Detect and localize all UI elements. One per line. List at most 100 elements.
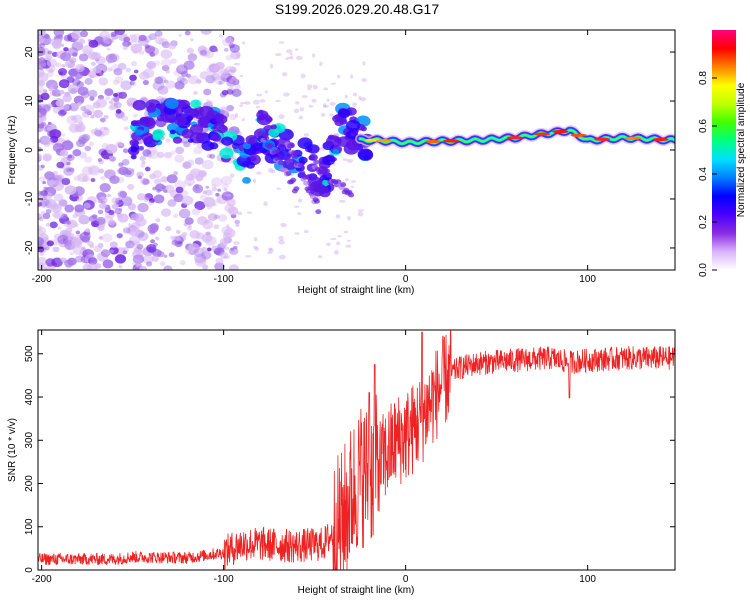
spectrogram-noise-blob (225, 36, 234, 45)
spectrogram-noise-blob (267, 167, 274, 173)
spectrogram-noise-blob (67, 62, 76, 69)
spectrogram-noise-blob (234, 219, 241, 225)
spectrogram-noise-blob (205, 236, 217, 246)
spectrogram-ridge-blob (201, 133, 208, 138)
spectrogram-ridge-blob (210, 134, 218, 141)
spectrogram-ridge-blob (297, 162, 304, 168)
spectrogram-noise-blob (219, 106, 230, 115)
spectrogram-ridge-blob (322, 155, 336, 166)
spectrogram-noise-blob (100, 176, 106, 181)
spectrogram-noise-blob (99, 117, 106, 123)
colorbar-tick-label: 0.8 (698, 71, 709, 85)
spectrogram-noise-blob (136, 193, 146, 201)
spectrogram-noise-blob (38, 176, 46, 182)
spectrogram-noise-blob (311, 98, 317, 103)
spectrogram-noise-blob (343, 230, 349, 234)
spectrogram-noise-blob (303, 133, 310, 137)
spectrogram-noise-blob (112, 92, 118, 98)
spectrogram-noise-blob (113, 101, 122, 109)
spectrogram-noise-blob (165, 80, 176, 89)
spectrogram-noise-blob (130, 61, 138, 67)
spectrogram-noise-blob (169, 235, 175, 240)
spectrogram-noise-blob (62, 104, 70, 110)
spectrogram-noise-blob (191, 208, 201, 216)
spectrogram-noise-blob (151, 255, 159, 262)
spectrogram-noise-blob (228, 264, 239, 270)
spectrogram-noise-blob (38, 85, 45, 93)
spectrogram-ridge-blob (174, 115, 188, 126)
spectrogram-noise-blob (208, 63, 218, 71)
spectrogram-noise-blob (69, 167, 75, 172)
spectrogram-noise-blob (319, 61, 323, 67)
spectrogram-hotspot (625, 136, 642, 140)
spectrogram-noise-blob (267, 251, 272, 255)
spectrogram-ridge-blob (246, 161, 255, 169)
spectrogram-noise-blob (87, 164, 100, 175)
spectrogram-hotspot (594, 137, 611, 141)
spectrogram-noise-blob (138, 37, 149, 47)
spectrogram-noise-blob (121, 115, 129, 122)
spectrogram-noise-blob (183, 141, 191, 148)
spectrogram-ridge-blob (290, 177, 297, 183)
spectrogram-noise-blob (78, 65, 85, 70)
spectrogram-noise-blob (183, 60, 195, 70)
spectrogram-noise-blob (98, 196, 108, 204)
spectrogram-noise-blob (221, 37, 232, 47)
spectrogram-noise-blob (57, 234, 69, 245)
spectrogram-noise-blob (303, 229, 309, 234)
spectrogram-ridge-blob (169, 129, 176, 135)
spectrogram-noise-blob (123, 126, 129, 131)
spectrogram-noise-blob (307, 84, 313, 89)
spectrogram-noise-blob (149, 52, 156, 57)
spectrogram-ridge-blob (129, 139, 139, 147)
spectrogram-noise-blob (295, 101, 300, 105)
spectrogram-ridge-blob (301, 174, 308, 180)
spectrogram-noise-blob (164, 151, 172, 159)
spectrogram-noise-blob (82, 263, 92, 270)
spectrogram-noise-blob (268, 247, 273, 251)
spectrogram-noise-blob (347, 239, 351, 242)
spectrogram-noise-blob (173, 171, 179, 176)
spectrogram-noise-blob (38, 35, 45, 45)
spectrogram-noise-blob (228, 43, 235, 49)
spectrogram-noise-blob (55, 99, 64, 107)
spectrogram-noise-blob (46, 240, 54, 247)
spectrogram-noise-blob (111, 197, 120, 204)
spectrogram-noise-blob (122, 227, 131, 234)
spectrogram-noise-blob (246, 211, 253, 214)
spectrogram-noise-blob (120, 143, 125, 147)
spectrogram-xtick-label: -200 (32, 274, 52, 285)
spectrogram-noise-blob (137, 202, 149, 213)
spectrogram-noise-blob (230, 69, 236, 72)
spectrogram-noise-blob (98, 77, 109, 86)
colorbar-tick-label: 0.2 (698, 215, 709, 229)
spectrogram-noise-blob (43, 267, 49, 270)
spectrogram-noise-blob (113, 96, 120, 102)
spectrogram-noise-blob (229, 44, 240, 53)
colorbar-tick-label: 0.6 (698, 119, 709, 133)
spectrogram-ridge-blob (166, 123, 180, 133)
spectrogram-noise-blob (186, 159, 195, 167)
spectrogram-ridge-blob (327, 134, 335, 140)
spectrogram-noise-blob (207, 100, 213, 106)
spectrogram-noise-blob (128, 235, 141, 246)
spectrogram-noise-blob (38, 164, 44, 171)
spectrogram-noise-blob (69, 88, 77, 95)
spectrogram-noise-blob (109, 175, 120, 184)
spectrogram-ytick-label: 10 (24, 95, 35, 107)
spectrogram-noise-blob (202, 159, 214, 170)
spectrogram-noise-blob (52, 211, 61, 219)
spectrogram-noise-blob (60, 52, 71, 62)
spectrogram-noise-blob (206, 66, 214, 73)
spectrogram-noise-blob (56, 161, 65, 169)
spectrogram-noise-blob (88, 141, 95, 147)
spectrogram-noise-blob (278, 41, 285, 44)
spectrogram-noise-blob (63, 166, 75, 176)
spectrogram-noise-blob (223, 69, 230, 75)
spectrogram-noise-blob (362, 61, 366, 66)
spectrogram-noise-blob (77, 102, 82, 106)
spectrogram-ridge-blob (256, 110, 269, 120)
spectrogram-noise-blob (40, 210, 46, 215)
spectrogram-ridge-blob (325, 173, 332, 178)
